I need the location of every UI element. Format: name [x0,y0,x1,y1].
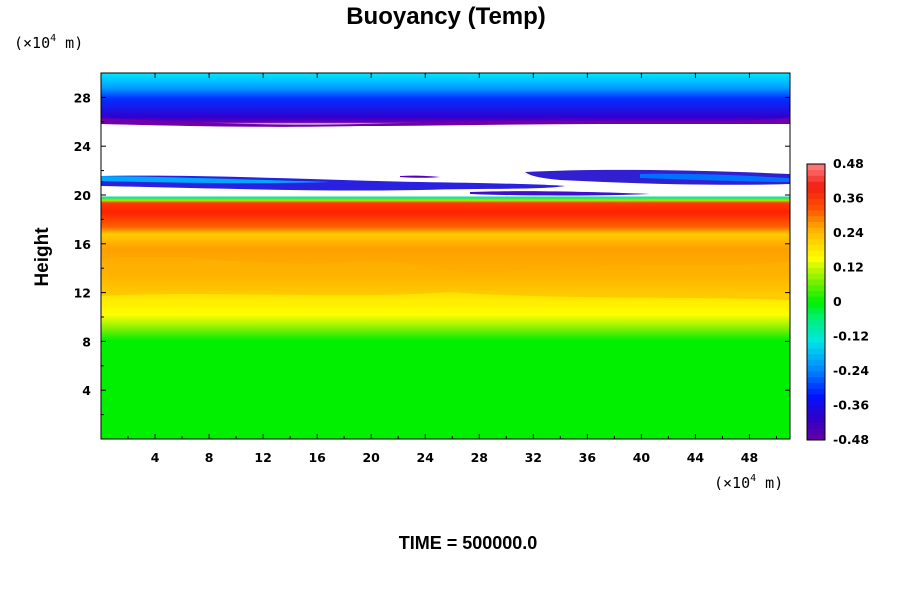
colorbar-swatch [807,279,825,286]
x-tick-label: 24 [417,450,435,465]
colorbar-swatch [807,175,825,182]
chart-title: Buoyancy (Temp) [346,3,546,30]
colorbar-swatch [807,313,825,320]
colorbar-swatch [807,204,825,211]
colorbar-swatch [807,256,825,263]
x-tick-label: 44 [687,450,705,465]
y-unit-label: (×104 m) [14,33,83,52]
colorbar-tick-label: 0.12 [833,260,864,275]
colorbar-tick-label: 0 [833,294,842,309]
colorbar-swatch [807,342,825,349]
colorbar-swatch [807,336,825,343]
colorbar-swatch [807,284,825,291]
x-tick-label: 40 [633,450,651,465]
colorbar-swatch [807,238,825,245]
colorbar-swatch [807,376,825,383]
colorbar-swatch [807,302,825,309]
y-axis: 4 8 12 16 20 24 28 [74,90,790,416]
colorbar-swatch [807,250,825,257]
colorbar-frame [806,163,826,441]
colorbar-swatch [807,382,825,389]
colorbar-tick-label: 0.36 [833,191,864,206]
plot-frame [100,72,791,440]
y-tick-label: 16 [74,237,92,252]
colorbar-swatch [807,434,825,441]
negative-streak-1-core [101,176,330,184]
y-tick-label: 28 [74,90,91,105]
colorbar-swatch [807,169,825,176]
x-tick-label: 20 [362,450,380,465]
colorbar-swatch [807,290,825,297]
colorbar-swatch [807,353,825,360]
colorbar-tick-label: -0.24 [833,363,869,378]
colorbar-swatch [807,411,825,418]
colorbar-swatch [807,198,825,205]
colorbar-tick-label: -0.12 [833,329,869,344]
x-tick-label: 12 [254,450,271,465]
x-unit-label: (×104 m) [714,473,783,492]
colorbar-labels: 0.48 0.36 0.24 0.12 0 -0.12 -0.24 -0.36 -0.48 [833,156,869,447]
colorbar-swatch [807,187,825,194]
colorbar-swatch [807,267,825,274]
colorbar-swatch [807,319,825,326]
orange-patch [101,257,790,300]
x-axis: 4 8 12 16 20 24 28 32 36 40 44 48 [127,73,777,465]
colorbar-swatch [807,244,825,251]
x-tick-label: 8 [205,450,214,465]
colorbar-swatch [807,164,825,171]
colorbar-swatch [807,417,825,424]
x-tick-label: 32 [525,450,542,465]
buoyancy-field [101,73,790,439]
colorbar-swatch [807,405,825,412]
colorbar [806,163,826,441]
x-tick-label: 4 [151,450,160,465]
x-tick-label: 36 [579,450,597,465]
time-label: TIME = 500000.0 [399,533,538,553]
y-tick-label: 12 [74,286,91,301]
plot-field [101,73,790,439]
colorbar-tick-label: -0.48 [833,432,869,447]
colorbar-swatch [807,422,825,429]
x-tick-label: 16 [308,450,326,465]
colorbar-swatch [807,399,825,406]
colorbar-swatch [807,371,825,378]
colorbar-tick-label: -0.36 [833,398,869,413]
colorbar-swatch [807,210,825,217]
colorbar-tick-label: 0.48 [833,156,864,171]
colorbar-swatch [807,233,825,240]
colorbar-swatch [807,215,825,222]
colorbar-swatch [807,348,825,355]
colorbar-swatch [807,365,825,372]
colorbar-swatch [807,296,825,303]
y-axis-title: Height [32,227,53,287]
y-tick-label: 8 [82,334,91,349]
colorbar-swatch [807,428,825,435]
colorbar-swatch [807,192,825,199]
x-tick-label: 28 [471,450,488,465]
y-tick-label: 4 [82,383,91,398]
negative-streak-2-core [640,173,790,182]
colorbar-swatch [807,221,825,228]
x-tick-label: 48 [741,450,758,465]
top-band-edge [101,118,790,127]
colorbar-swatch [807,394,825,401]
colorbar-swatch [807,261,825,268]
colorbar-tick-label: 0.24 [833,225,864,240]
colorbar-swatch [807,273,825,280]
colorbar-swatch [807,359,825,366]
colorbar-swatch [807,388,825,395]
colorbar-swatch [807,307,825,314]
colorbar-swatch [807,181,825,188]
colorbar-swatch [807,227,825,234]
colorbar-swatch [807,325,825,332]
colorbar-swatch [807,330,825,337]
y-tick-label: 24 [74,139,92,154]
y-tick-label: 20 [74,188,92,203]
